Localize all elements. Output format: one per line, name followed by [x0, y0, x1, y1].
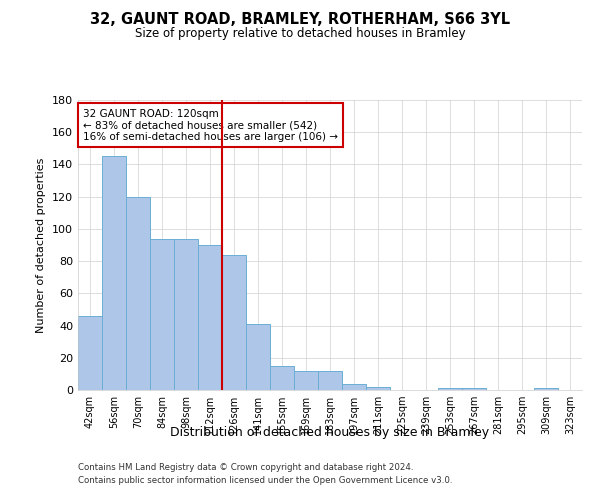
- Bar: [174, 238, 198, 390]
- Bar: [366, 387, 390, 390]
- Text: Contains public sector information licensed under the Open Government Licence v3: Contains public sector information licen…: [78, 476, 452, 485]
- Y-axis label: Number of detached properties: Number of detached properties: [37, 158, 46, 332]
- Bar: [270, 366, 294, 390]
- Bar: [438, 388, 462, 390]
- Text: 32 GAUNT ROAD: 120sqm
← 83% of detached houses are smaller (542)
16% of semi-det: 32 GAUNT ROAD: 120sqm ← 83% of detached …: [83, 108, 338, 142]
- Bar: [102, 156, 126, 390]
- Text: Contains HM Land Registry data © Crown copyright and database right 2024.: Contains HM Land Registry data © Crown c…: [78, 464, 413, 472]
- Text: 32, GAUNT ROAD, BRAMLEY, ROTHERHAM, S66 3YL: 32, GAUNT ROAD, BRAMLEY, ROTHERHAM, S66 …: [90, 12, 510, 28]
- Bar: [126, 196, 150, 390]
- Text: Distribution of detached houses by size in Bramley: Distribution of detached houses by size …: [170, 426, 490, 439]
- Bar: [342, 384, 366, 390]
- Bar: [462, 388, 486, 390]
- Bar: [150, 238, 174, 390]
- Bar: [534, 388, 558, 390]
- Bar: [246, 324, 270, 390]
- Text: Size of property relative to detached houses in Bramley: Size of property relative to detached ho…: [134, 28, 466, 40]
- Bar: [198, 245, 222, 390]
- Bar: [318, 370, 342, 390]
- Bar: [294, 370, 318, 390]
- Bar: [78, 316, 102, 390]
- Bar: [222, 254, 246, 390]
